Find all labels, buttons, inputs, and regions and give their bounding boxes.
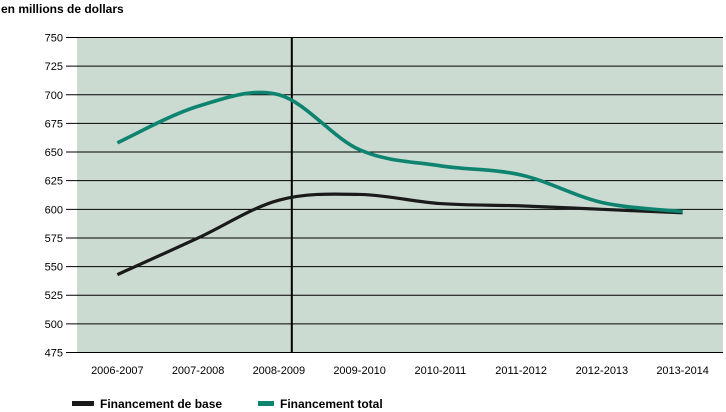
y-tick-label: 750 xyxy=(45,33,63,45)
y-tick-label: 600 xyxy=(45,204,63,216)
x-tick-label: 2008-2009 xyxy=(253,365,306,377)
legend-item-financement-total: Financement total xyxy=(258,395,383,412)
y-tick-label: 500 xyxy=(45,319,63,331)
y-tick-label: 625 xyxy=(45,176,63,188)
x-tick-label: 2006-2007 xyxy=(91,365,144,377)
y-tick-label: 475 xyxy=(45,348,63,360)
legend-item-financement-de-base: Financement de base xyxy=(72,395,222,412)
legend-label-financement-de-base: Financement de base xyxy=(100,396,223,411)
legend-swatch-financement-total xyxy=(258,401,274,406)
x-tick-label: 2013-2014 xyxy=(656,365,709,377)
plot-area xyxy=(77,37,723,353)
series-line-financement-total xyxy=(116,90,683,214)
x-tick-label: 2010-2011 xyxy=(414,365,466,377)
legend-swatch-financement-de-base xyxy=(72,401,94,406)
legend: Financement de base Financement total xyxy=(0,395,726,412)
x-tick-label: 2009-2010 xyxy=(333,365,386,377)
series-line-financement-de-base xyxy=(116,192,683,277)
y-tick-label: 525 xyxy=(45,290,63,302)
y-tick-label: 700 xyxy=(45,90,63,102)
y-tick-label: 725 xyxy=(45,61,63,73)
legend-label-financement-total: Financement total xyxy=(280,396,383,411)
x-tick-label: 2011-2012 xyxy=(495,365,547,377)
y-tick-label: 575 xyxy=(45,233,63,245)
y-tick-label: 650 xyxy=(45,147,63,159)
x-tick-label: 2012-2013 xyxy=(576,365,629,377)
chart-title: en millions de dollars xyxy=(1,2,124,16)
x-tick-label: 2007-2008 xyxy=(172,365,225,377)
y-tick-label: 675 xyxy=(45,118,63,130)
y-tick-label: 550 xyxy=(45,262,63,274)
